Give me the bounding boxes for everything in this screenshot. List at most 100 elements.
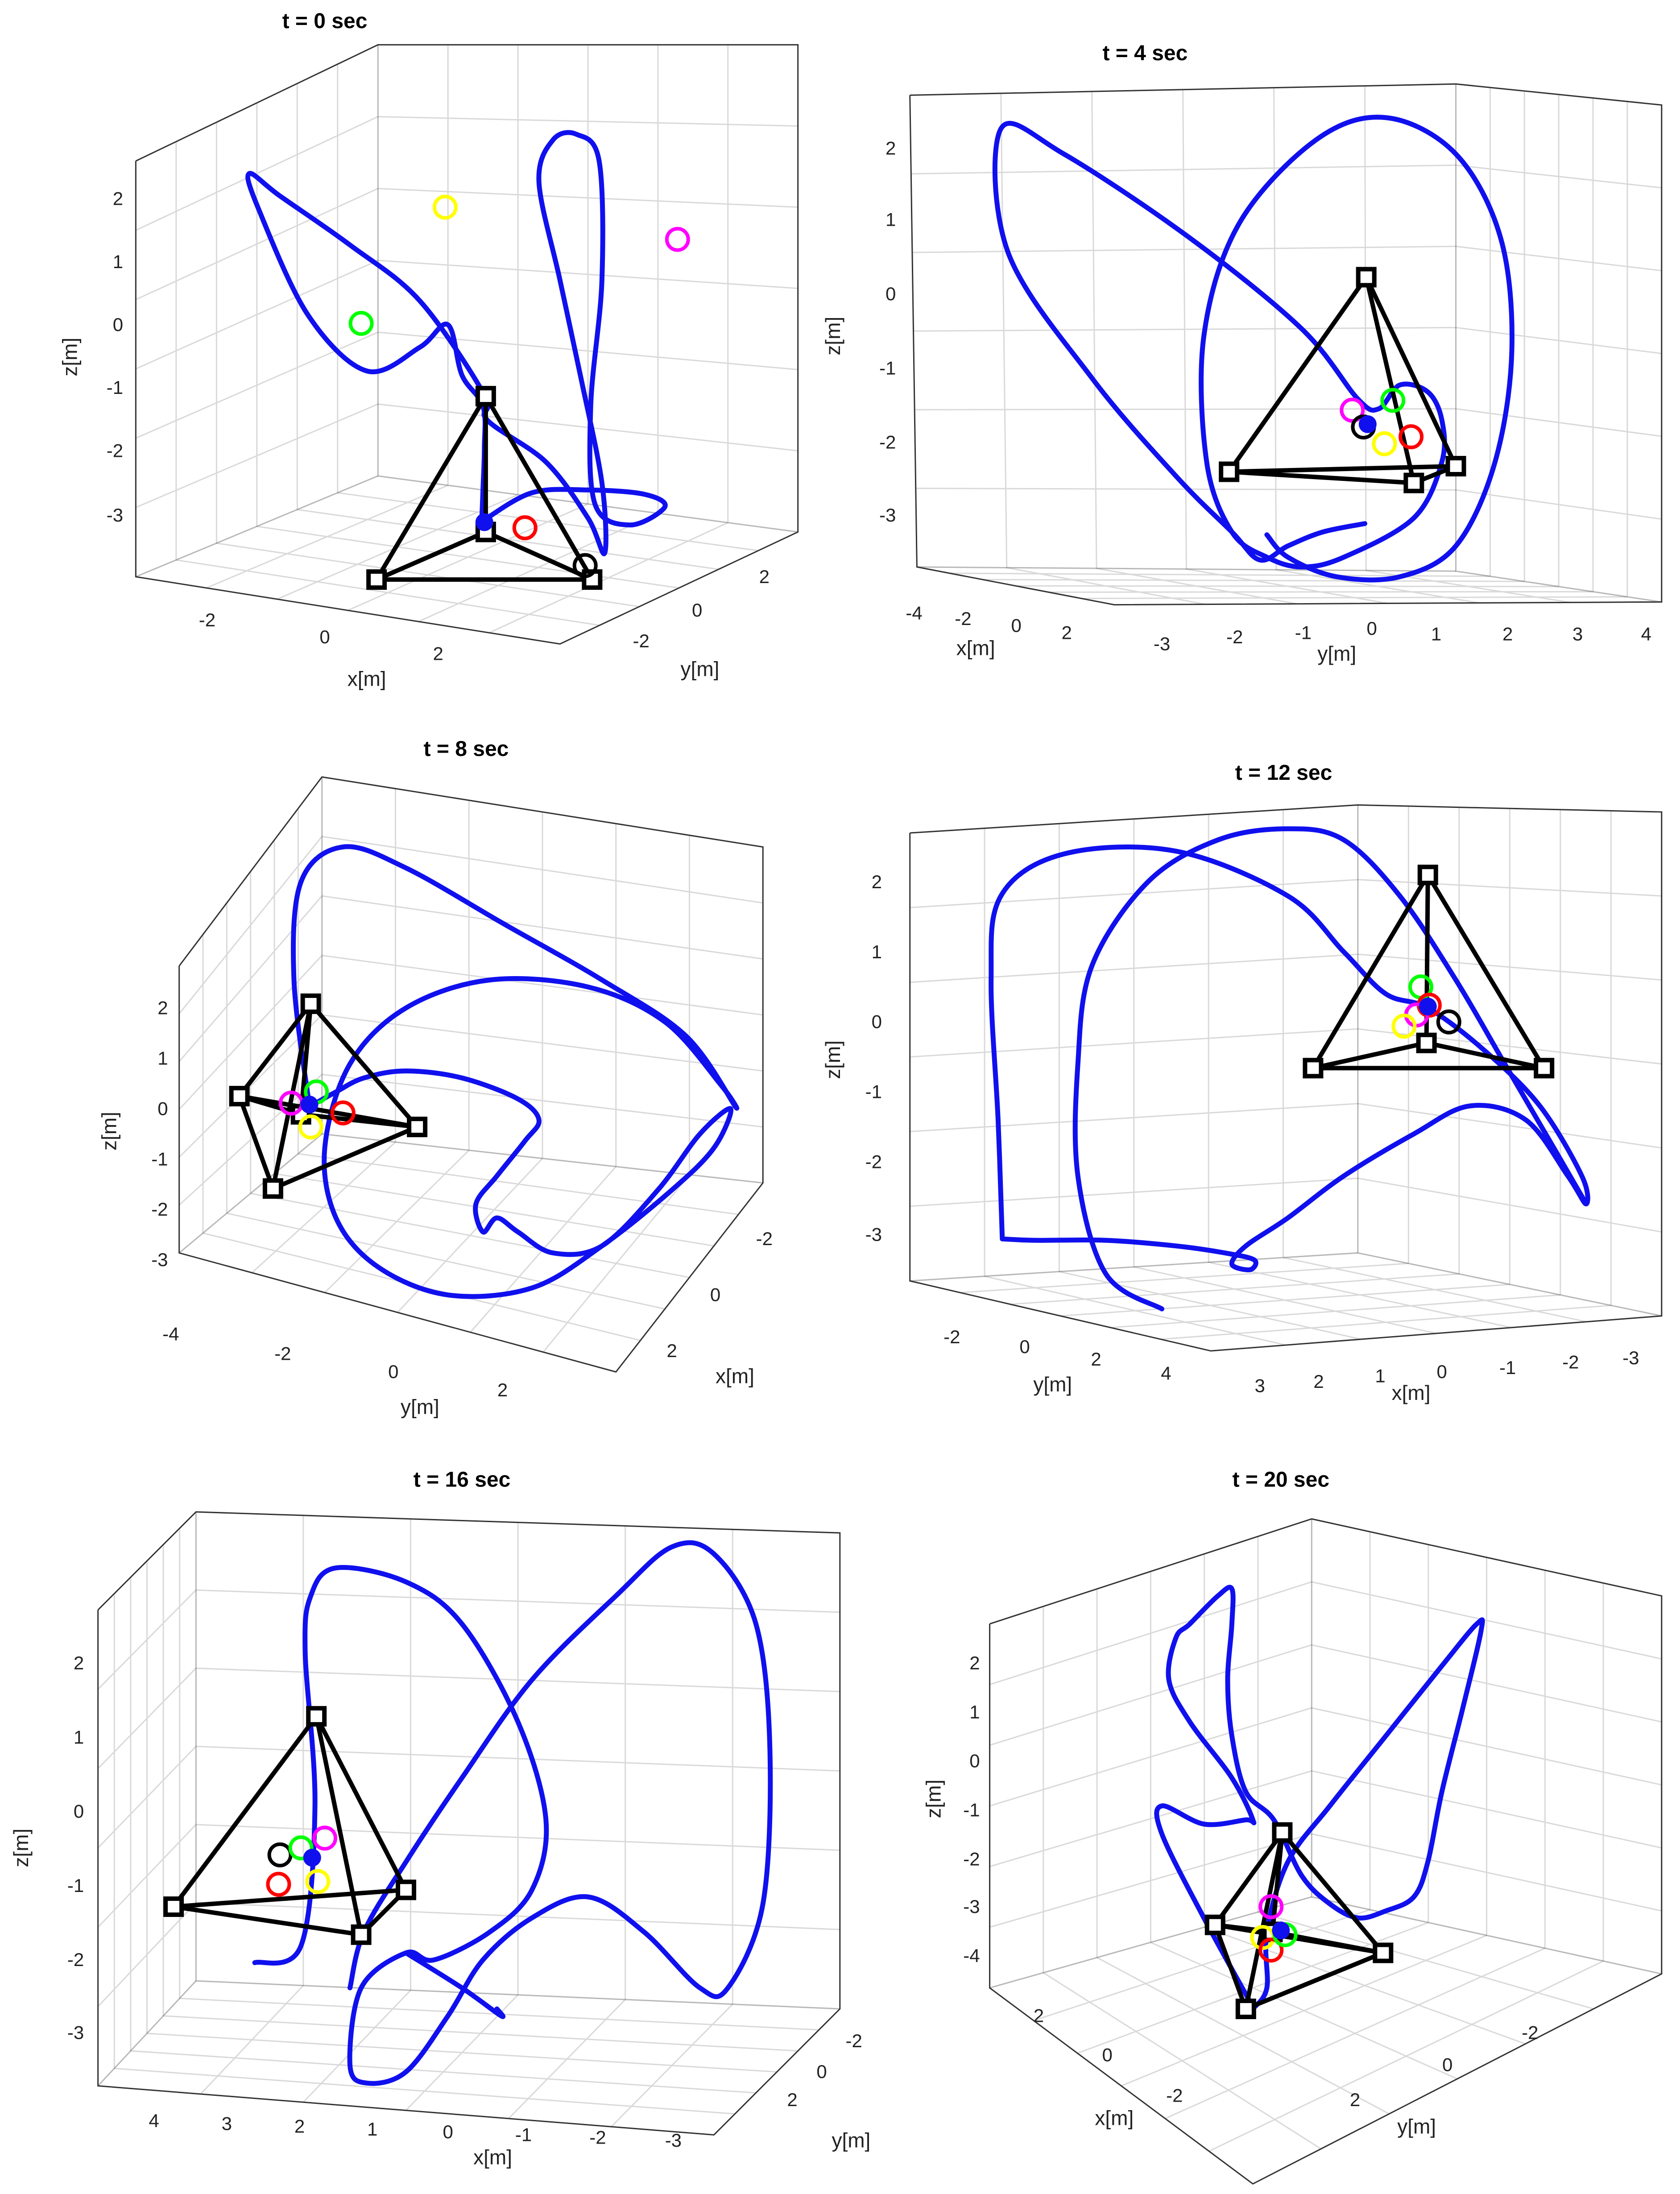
z-tick-label: -2	[151, 1199, 168, 1220]
frame-edge	[374, 395, 488, 581]
y-tick-label: -2	[633, 630, 650, 651]
z-tick-label: 0	[74, 1801, 84, 1822]
frame-edge	[1227, 276, 1368, 473]
frame-edge	[1364, 277, 1416, 484]
frame-edge	[173, 1904, 362, 1937]
frame-edge	[271, 1003, 313, 1189]
gridline-side-v	[1208, 814, 1512, 1329]
x-tick-label: 0	[319, 626, 330, 647]
y-tick-label: 0	[1367, 618, 1377, 639]
green-marker	[1380, 388, 1406, 413]
x-tick-label: -3	[665, 2130, 682, 2151]
tick-labels: 2 1 0 -1 -2 -3 -4 -2 0 2 -3 -2 -1 0 1 2 3 4	[879, 138, 1651, 654]
frame-node	[1235, 1999, 1256, 2020]
frame-edge	[1213, 1924, 1248, 2010]
grid-lines	[135, 45, 798, 633]
z-tick-label: -1	[107, 377, 123, 398]
blue-hub-marker	[1272, 1921, 1290, 1940]
floor	[136, 476, 798, 644]
z-tick-label: 1	[74, 1726, 84, 1747]
gridline-z	[915, 488, 1662, 520]
y-tick-label: 2	[1091, 1349, 1101, 1370]
green-marker	[348, 310, 374, 336]
z-tick-label: -3	[107, 505, 123, 526]
z-tick-label: -4	[963, 1945, 980, 1966]
tetrahedron-frame	[1219, 267, 1466, 493]
y-axis-label: y[m]	[1397, 2115, 1436, 2138]
z-tick-label: -2	[67, 1949, 84, 1970]
inner-edge	[1357, 805, 1662, 1317]
y-tick-label: 2	[759, 566, 770, 587]
z-tick-label: -3	[879, 505, 896, 526]
z-tick-label: -1	[865, 1081, 882, 1102]
red-marker	[1258, 1937, 1284, 1963]
gridline-side-v	[1283, 809, 1587, 1323]
red-marker	[512, 515, 538, 541]
x-tick-label: -2	[1166, 2085, 1183, 2106]
chart-title: t = 0 sec	[282, 9, 368, 33]
axes-box-edge	[909, 83, 1663, 606]
yellow-marker	[432, 195, 458, 220]
markers	[348, 195, 690, 578]
blue-hub-marker	[303, 1849, 321, 1867]
frame-edge	[1272, 1929, 1384, 1955]
frame-edge	[1213, 1831, 1284, 1926]
chart-title: t = 12 sec	[1235, 761, 1332, 785]
z-tick-label: 1	[872, 941, 882, 962]
chart-title: t = 16 sec	[414, 1468, 511, 1492]
y-tick-label: 2	[1350, 2089, 1360, 2110]
red-marker	[266, 1871, 291, 1897]
inner-edge	[910, 1252, 1358, 1282]
gridline-side-v	[1364, 86, 1571, 603]
frame-edge	[1229, 464, 1456, 474]
tetrahedron-frame	[229, 993, 428, 1199]
frame-node	[1204, 1914, 1225, 1935]
y-tick-label: 0	[816, 2061, 827, 2082]
tick-labels: 2 1 0 -1 -2 -3 -4 2 0 -2 -2 0 2	[963, 1652, 1538, 2110]
y-tick-label: 1	[1431, 624, 1441, 645]
markers	[1250, 1894, 1298, 1963]
y-tick-label: 0	[1019, 1336, 1030, 1357]
y-tick-label: -2	[274, 1343, 291, 1364]
z-tick-label: 2	[969, 1652, 980, 1673]
gridline-side-v	[1273, 87, 1480, 604]
y-tick-label: 4	[1641, 624, 1651, 645]
floor	[989, 1896, 1662, 2184]
z-tick-label: 0	[113, 314, 123, 335]
magenta-marker	[312, 1826, 338, 1851]
x-tick-label: -2	[1562, 1351, 1579, 1372]
frame-node	[306, 1706, 327, 1727]
y-tick-label: 3	[1572, 624, 1583, 645]
y-tick-label: -2	[846, 2030, 862, 2051]
y-axis-label: y[m]	[832, 2129, 870, 2152]
frame-node	[366, 569, 387, 590]
z-tick-label: -2	[107, 440, 123, 461]
red-marker	[330, 1100, 356, 1126]
axes-box-edge	[97, 1511, 841, 2136]
x-tick-label: -2	[199, 609, 215, 630]
x-tick-label: 2	[1034, 2005, 1044, 2026]
gridline-z	[135, 403, 798, 508]
z-tick-label: 0	[969, 1751, 980, 1772]
z-tick-label: -1	[963, 1799, 980, 1820]
y-tick-label: -2	[1522, 2022, 1538, 2043]
x-tick-label: -4	[906, 602, 922, 623]
z-tick-label: -3	[865, 1224, 882, 1245]
y-tick-label: -2	[943, 1326, 960, 1347]
frame-edge	[1280, 1831, 1385, 1954]
z-tick-label: -1	[67, 1875, 84, 1896]
frame-node	[163, 1896, 184, 1917]
frame-edge	[237, 1095, 275, 1189]
y-tick-label: 0	[1442, 2054, 1452, 2075]
blue-hub-marker	[300, 1095, 319, 1114]
frame-edge	[376, 530, 487, 582]
chart-panel-3: t = 8 sec 2 1 0 -1 -2 -3 -2 0 2 -4 -2 0 2 z[m] x[m] y[m]	[97, 737, 773, 1419]
tick-labels: 2 1 0 -1 -2 -3 -2 0 2 -4 -2 0 2	[151, 997, 773, 1400]
frame-edge	[1229, 469, 1414, 485]
x-axis-label: x[m]	[716, 1364, 754, 1387]
frame-node	[1219, 461, 1240, 482]
y-tick-label: -2	[1226, 626, 1243, 647]
y-axis-label: y[m]	[1317, 642, 1356, 665]
frame-node	[229, 1086, 250, 1107]
